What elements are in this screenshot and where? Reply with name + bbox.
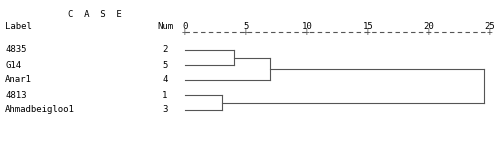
Text: 3: 3 [162,105,168,114]
Text: 15: 15 [362,22,374,31]
Text: +: + [426,27,432,37]
Text: 4: 4 [162,76,168,85]
Text: Label: Label [5,22,32,31]
Text: +: + [243,27,249,37]
Text: 10: 10 [302,22,312,31]
Text: +: + [365,27,371,37]
Text: 20: 20 [424,22,434,31]
Text: 5: 5 [162,60,168,69]
Text: 25: 25 [484,22,496,31]
Text: 5: 5 [244,22,248,31]
Text: 1: 1 [162,90,168,100]
Text: G14: G14 [5,60,21,69]
Text: 2: 2 [162,45,168,55]
Text: Anar1: Anar1 [5,76,32,85]
Text: +: + [304,27,310,37]
Text: 4813: 4813 [5,90,26,100]
Text: 4835: 4835 [5,45,26,55]
Text: +: + [182,27,188,37]
Text: 0: 0 [182,22,188,31]
Text: Ahmadbeigloo1: Ahmadbeigloo1 [5,105,75,114]
Text: Num: Num [157,22,173,31]
Text: +: + [487,27,493,37]
Text: C  A  S  E: C A S E [68,10,122,19]
